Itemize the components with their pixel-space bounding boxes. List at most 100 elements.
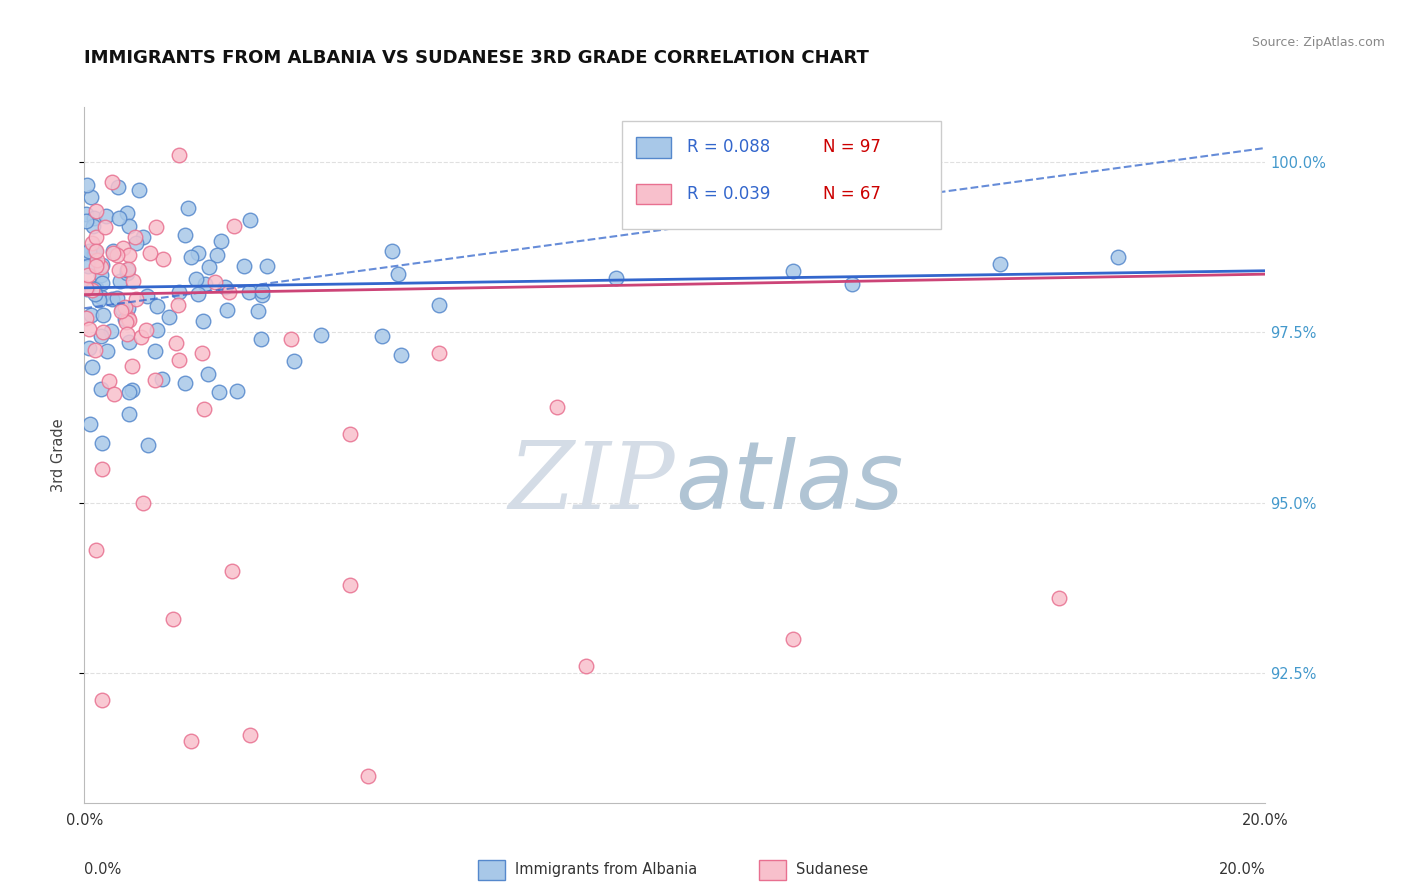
Point	[546, 400, 568, 414]
Point	[988, 257, 1011, 271]
Point	[186, 271, 208, 285]
Point	[91, 693, 114, 707]
Point	[226, 384, 249, 399]
Point	[76, 259, 98, 273]
Point	[117, 262, 139, 277]
Point	[75, 281, 97, 295]
Point	[84, 260, 107, 274]
Point	[80, 283, 103, 297]
Point	[91, 259, 114, 273]
Point	[387, 267, 409, 281]
Text: Immigrants from Albania: Immigrants from Albania	[515, 863, 697, 877]
Point	[75, 207, 97, 221]
Point	[82, 219, 104, 233]
Point	[90, 290, 112, 304]
Point	[80, 190, 103, 204]
Point	[239, 213, 262, 227]
Point	[250, 284, 273, 298]
Point	[117, 311, 139, 326]
Point	[83, 245, 105, 260]
Point	[125, 292, 148, 306]
Point	[82, 245, 104, 260]
Point	[121, 383, 143, 397]
Point	[75, 214, 97, 228]
Point	[122, 274, 145, 288]
Text: IMMIGRANTS FROM ALBANIA VS SUDANESE 3RD GRADE CORRELATION CHART: IMMIGRANTS FROM ALBANIA VS SUDANESE 3RD …	[84, 49, 869, 67]
Point	[180, 734, 202, 748]
Y-axis label: 3rd Grade: 3rd Grade	[51, 418, 66, 491]
Point	[339, 427, 361, 442]
Point	[108, 211, 131, 225]
Point	[145, 323, 167, 337]
Text: ZIP: ZIP	[508, 438, 675, 528]
Point	[90, 276, 112, 290]
Point	[136, 438, 159, 452]
Point	[83, 282, 105, 296]
Point	[117, 301, 139, 315]
Point	[117, 263, 139, 277]
Point	[173, 376, 195, 390]
Point	[77, 268, 100, 282]
Point	[381, 244, 404, 259]
Point	[75, 311, 97, 326]
Point	[280, 332, 302, 346]
Point	[135, 323, 157, 337]
Point	[76, 178, 98, 193]
Point	[90, 268, 112, 282]
Point	[252, 288, 274, 302]
Text: Source: ZipAtlas.com: Source: ZipAtlas.com	[1251, 36, 1385, 49]
Text: N = 97: N = 97	[823, 138, 880, 156]
Point	[214, 280, 236, 294]
Point	[84, 229, 107, 244]
Text: N = 67: N = 67	[823, 185, 880, 203]
Point	[198, 260, 221, 275]
Point	[97, 374, 120, 388]
Point	[162, 612, 184, 626]
Point	[91, 435, 114, 450]
Point	[131, 230, 153, 244]
Point	[124, 235, 146, 250]
Point	[1107, 250, 1129, 264]
Point	[124, 230, 146, 244]
Point	[83, 343, 105, 357]
Point	[841, 277, 863, 292]
Point	[173, 227, 195, 242]
Point	[191, 345, 214, 359]
Point	[167, 353, 190, 368]
Point	[100, 292, 122, 306]
Point	[77, 341, 100, 355]
Point	[132, 496, 155, 510]
Point	[167, 298, 190, 312]
Point	[101, 244, 124, 258]
Point	[94, 220, 117, 235]
Point	[108, 274, 131, 288]
Point	[371, 328, 394, 343]
Text: 0.0%: 0.0%	[84, 863, 121, 877]
Text: R = 0.088: R = 0.088	[686, 138, 770, 156]
Point	[117, 407, 139, 421]
Point	[187, 287, 209, 301]
Bar	[478, 860, 505, 880]
Point	[146, 299, 169, 313]
Point	[91, 308, 114, 322]
Point	[204, 275, 226, 289]
Point	[311, 328, 333, 343]
Point	[76, 246, 98, 260]
Point	[90, 329, 112, 343]
Point	[128, 183, 150, 197]
Point	[84, 204, 107, 219]
Point	[143, 343, 166, 358]
Point	[111, 301, 134, 316]
Point	[782, 264, 804, 278]
Point	[143, 373, 166, 387]
Point	[118, 247, 141, 261]
Point	[105, 248, 128, 262]
Point	[121, 359, 143, 374]
Point	[79, 308, 101, 322]
Point	[139, 246, 162, 260]
Point	[117, 206, 139, 220]
FancyBboxPatch shape	[621, 121, 941, 229]
Point	[357, 768, 380, 782]
Point	[157, 310, 180, 324]
Point	[169, 285, 191, 299]
